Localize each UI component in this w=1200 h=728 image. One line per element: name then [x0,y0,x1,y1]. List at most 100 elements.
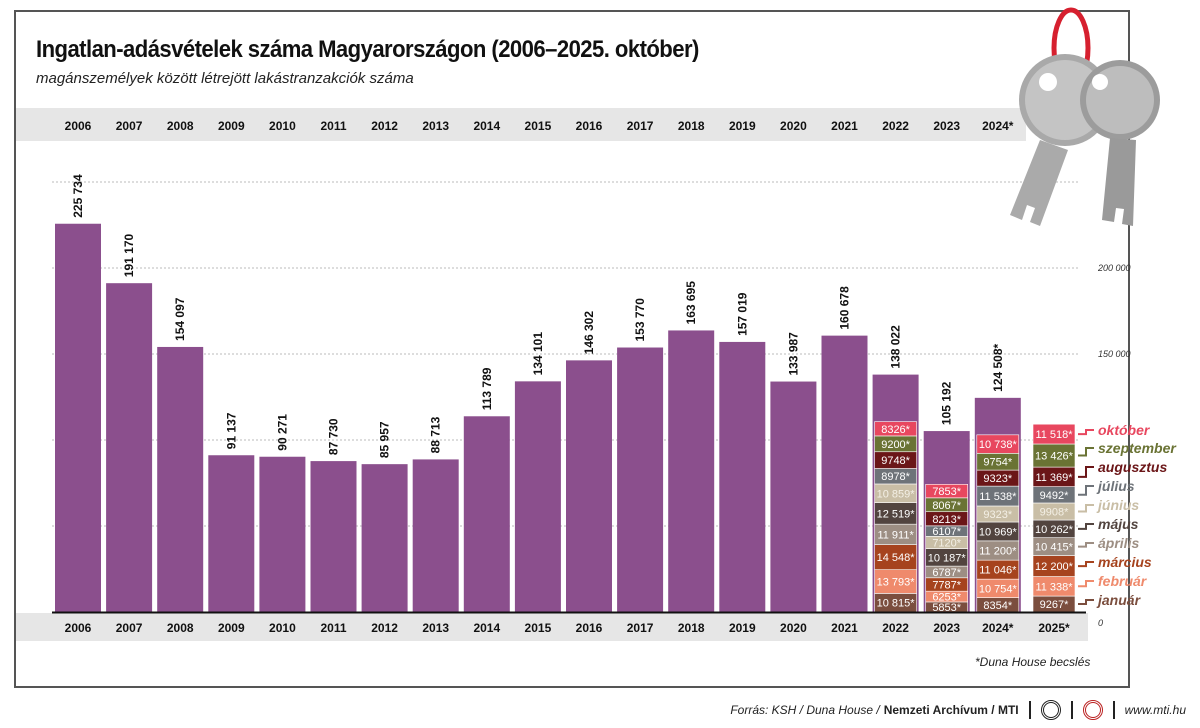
bottom-year-label: 2007 [116,621,143,635]
chart-frame [14,10,1130,688]
chart-subtitle: magánszemélyek között létrejött lakástra… [36,70,414,87]
bar-value-label: 113 789 [480,367,494,410]
top-year-label: 2007 [116,119,143,133]
month-value-label: 11 046* [979,565,1017,577]
bottom-year-label: 2008 [167,621,194,635]
y-tick-label: 150 000 [1098,349,1131,359]
bar-value-label: 154 097 [173,297,187,341]
bar [55,223,101,612]
month-value-label: 10 187* [928,552,967,564]
legend-connector [1078,580,1094,588]
bar-value-label: 225 734 [71,174,85,218]
bottom-year-label: 2018 [678,621,705,635]
archive-text: Nemzeti Archívum / MTI [883,703,1019,717]
bar-value-label: 138 022 [889,325,903,369]
top-year-label: 2021 [831,119,858,133]
bar [412,459,459,612]
month-value-label: 11 911* [877,529,914,541]
divider [1112,701,1115,719]
mti-logo-icon [1082,700,1103,720]
bottom-year-label: 2015 [525,621,552,635]
bar-value-label: 153 770 [633,298,647,342]
month-value-label: 11 200* [979,546,1017,558]
top-year-label: 2015 [525,119,552,133]
month-value-label: 6253* [932,592,961,604]
bar-value-label: 91 137 [224,412,238,449]
month-segment [874,421,917,437]
divider [1028,701,1031,719]
month-value-label: 13 793* [877,577,916,589]
bottom-year-label: 2017 [627,621,654,635]
legend-connector [1078,504,1094,513]
top-year-label: 2012 [371,119,398,133]
legend-label: július [1096,478,1135,494]
month-value-label: 11 369* [1035,472,1073,484]
legend-label: március [1098,554,1152,570]
top-year-label: 2011 [320,119,346,133]
month-value-label: 9323* [983,509,1012,521]
top-year-label: 2020 [780,119,807,133]
bar-value-label: 157 019 [735,292,749,336]
bar [361,464,408,612]
month-value-label: 6787* [932,567,961,579]
bar [157,346,204,612]
website-link[interactable]: www.mti.hu [1124,703,1186,717]
month-value-label: 9323* [983,473,1012,485]
bottom-year-label: 2011 [320,621,346,635]
bar [617,347,664,612]
legend-label: augusztus [1098,459,1167,475]
bar [566,360,612,612]
month-value-label: 11 518* [1035,429,1073,441]
bar [463,416,510,612]
legend-label: május [1098,516,1139,532]
month-value-label: 6107* [932,526,961,538]
month-segment [976,434,1020,454]
bar-value-label: 134 101 [531,332,545,376]
chart-title: Ingatlan-adásvételek száma Magyarországo… [36,36,699,63]
bottom-year-label: 2023 [933,621,960,635]
footnote: *Duna House becslés [975,655,1091,669]
bar [770,381,817,612]
legend-connector [1078,523,1094,530]
legend-connector [1078,447,1094,457]
legend-label: szeptember [1098,440,1177,456]
top-year-label: 2014 [473,119,500,133]
month-value-label: 8067* [932,500,961,512]
top-year-label: 2022 [882,119,909,133]
bar-value-label: 105 192 [940,381,954,425]
bottom-year-label: 2024* [982,621,1014,635]
month-value-label: 9908* [1040,506,1069,518]
bar-value-label: 160 678 [838,286,852,330]
bar-value-label: 191 170 [122,233,136,277]
month-value-label: 10 859* [877,488,916,500]
month-value-label: 14 548* [877,552,916,564]
bar-value-label: 163 695 [684,281,698,325]
bar [208,455,255,612]
legend-connector [1078,599,1094,606]
bar [310,461,357,612]
header-band [16,108,1026,141]
bar-value-label: 133 987 [786,332,800,376]
bar-value-label: 146 302 [582,311,596,355]
top-year-label: 2013 [422,119,449,133]
month-value-label: 13 426* [1035,451,1074,463]
legend-connector [1078,485,1094,496]
bar [514,381,561,612]
month-value-label: 10 738* [979,439,1018,451]
bar [719,341,766,612]
bottom-year-label: 2009 [218,621,245,635]
month-segment [925,484,969,499]
bar [259,456,306,612]
top-year-label: 2008 [167,119,194,133]
month-value-label: 7787* [932,579,961,591]
month-value-label: 7120* [932,537,961,549]
bar-value-label: 87 730 [327,418,341,455]
y-tick-label: 0 [1098,618,1103,628]
month-value-label: 10 754* [979,583,1018,595]
month-segment [874,544,917,570]
month-value-label: 8326* [881,424,910,436]
bar-value-label: 85 957 [378,421,392,458]
bottom-year-label: 2013 [422,621,449,635]
top-year-label: 2019 [729,119,756,133]
